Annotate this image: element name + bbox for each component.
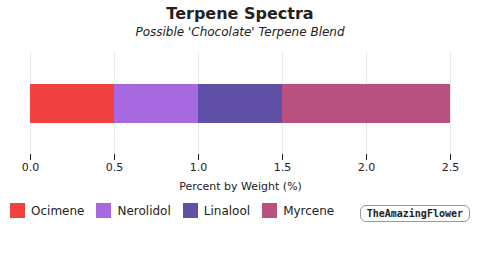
svg-text:2.5: 2.5 bbox=[442, 161, 460, 174]
html-text:TheAmazingFlower: TheAmazingFlower bbox=[366, 208, 463, 219]
html-text:Linalool: Linalool bbox=[203, 203, 251, 218]
html-text:Nerolidol: Nerolidol bbox=[117, 203, 171, 218]
svg-text:1.0: 1.0 bbox=[190, 161, 208, 174]
svg-text:2.0: 2.0 bbox=[358, 161, 376, 174]
html-text:Myrcene: Myrcene bbox=[283, 203, 335, 218]
html-text:Possible 'Chocolate' Terpene B: Possible 'Chocolate' Terpene Blend bbox=[135, 25, 345, 39]
html-text:Terpene Spectra: Terpene Spectra bbox=[166, 4, 314, 23]
svg-text:0.0: 0.0 bbox=[22, 161, 40, 174]
svg-text:0.5: 0.5 bbox=[106, 161, 124, 174]
html-text:Ocimene: Ocimene bbox=[31, 203, 85, 218]
svg-text:Percent by Weight (%): Percent by Weight (%) bbox=[179, 180, 302, 193]
svg-text:1.5: 1.5 bbox=[274, 161, 292, 174]
